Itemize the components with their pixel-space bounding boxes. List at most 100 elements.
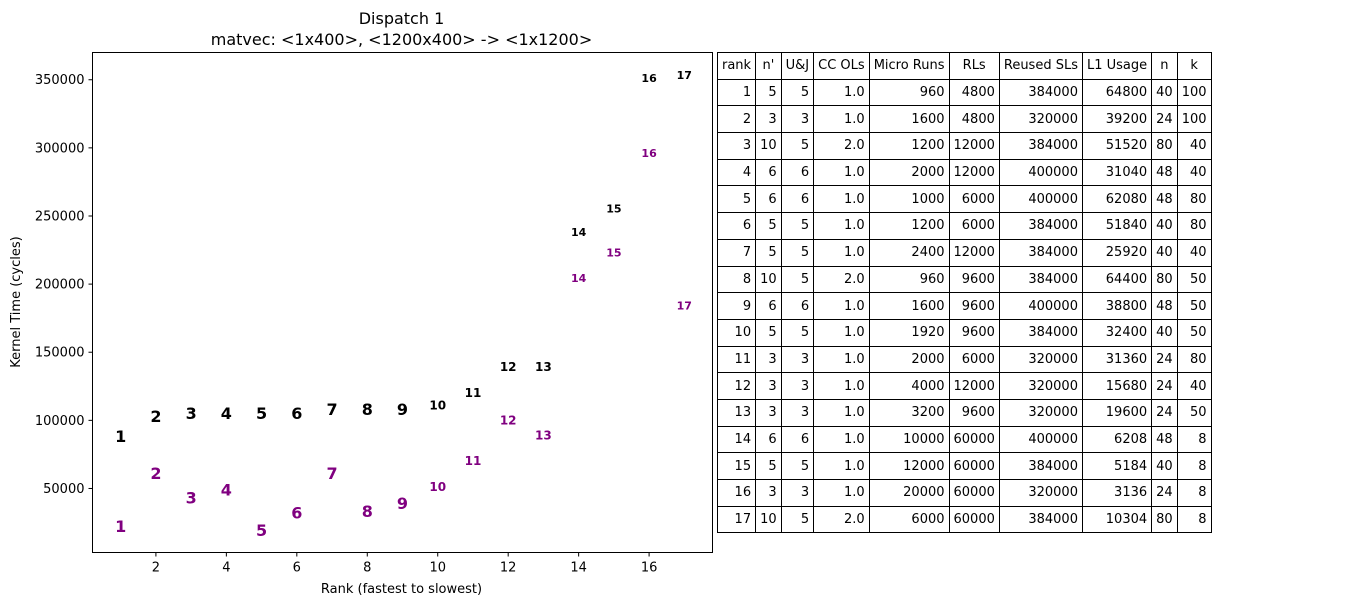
table-cell: 5 [755, 78, 782, 107]
table-cell: 60000 [948, 425, 1000, 454]
table-cell: 1.0 [813, 185, 870, 214]
table-cell: 60000 [948, 452, 1000, 480]
table-cell: 6 [780, 185, 815, 214]
table-cell: 5 [755, 212, 782, 240]
data-point-label: 6 [291, 503, 302, 522]
table-cell: 5 [780, 265, 815, 294]
table-cell: 48 [1151, 292, 1178, 320]
table-cell: 1.0 [813, 398, 870, 427]
table-cell: 14 [716, 425, 757, 454]
table-cell: 6000 [948, 185, 1000, 214]
table-cell: 80 [1176, 345, 1212, 374]
data-point-label: 16 [641, 147, 657, 160]
table-cell: 3 [755, 479, 782, 507]
data-point-label: 16 [641, 72, 657, 85]
table-cell: 80 [1176, 185, 1212, 214]
table-cell: 1.0 [813, 452, 870, 480]
data-point-label: 9 [397, 494, 408, 513]
table-cell: 5184 [1081, 452, 1153, 480]
table-cell: 5 [780, 78, 815, 107]
table-cell: 80 [1176, 212, 1212, 240]
table-cell: 3 [780, 105, 815, 134]
chart-subtitle: matvec: <1x400>, <1200x400> -> <1x1200> [211, 30, 593, 49]
table-cell: 5 [780, 318, 815, 347]
data-point-label: 11 [465, 454, 482, 468]
table-cell: 3200 [868, 398, 950, 427]
table-cell: 5 [755, 318, 782, 347]
table-cell: 3 [716, 132, 757, 160]
data-point-label: 1 [115, 517, 126, 536]
table-cell: 384000 [998, 505, 1083, 534]
table-cell: 100 [1176, 78, 1212, 107]
data-point-label: 13 [535, 360, 552, 374]
table-cell: 8 [1176, 505, 1212, 534]
table-cell: 6208 [1081, 425, 1153, 454]
table-cell: 40 [1176, 238, 1212, 267]
x-tick-label: 14 [570, 561, 587, 576]
y-tick-label: 250000 [35, 209, 85, 224]
table-cell: 39200 [1081, 105, 1153, 134]
table-cell: 6 [780, 292, 815, 320]
data-point-label: 8 [362, 400, 373, 419]
table-cell: 1.0 [813, 158, 870, 187]
y-axis-label: Kernel Time (cycles) [9, 236, 24, 367]
y-axis: 50000 100000 150000 200000 250000 300000 35000… [35, 73, 93, 497]
table-cell: 80 [1151, 505, 1178, 534]
table-header-cell: L1 Usage [1081, 52, 1153, 80]
table-cell: 24 [1151, 105, 1178, 134]
table-cell: 384000 [998, 452, 1083, 480]
chart-title: Dispatch 1 [359, 9, 445, 28]
table-cell: 50 [1176, 292, 1212, 320]
table-cell: 40 [1151, 212, 1178, 240]
table-header-cell: Reused SLs [998, 52, 1083, 80]
table-cell: 40 [1176, 132, 1212, 160]
table-cell: 320000 [998, 105, 1083, 134]
table-cell: 2000 [868, 345, 950, 374]
table-row: 14 6 6 1.0 10000 60000 400000 6208 48 8 [716, 425, 1212, 454]
table-cell: 2400 [868, 238, 950, 267]
table-cell: 4000 [868, 372, 950, 400]
table-cell: 6000 [868, 505, 950, 534]
table-cell: 1.0 [813, 318, 870, 347]
data-point-label: 12 [500, 360, 517, 374]
table-row: 11 3 3 1.0 2000 6000 320000 31360 24 80 [716, 345, 1212, 374]
table-cell: 5 [755, 452, 782, 480]
table-cell: 320000 [998, 372, 1083, 400]
table-cell: 12000 [868, 452, 950, 480]
table-cell: 384000 [998, 318, 1083, 347]
table-cell: 1600 [868, 292, 950, 320]
table-cell: 51840 [1081, 212, 1153, 240]
table-row: 7 5 5 1.0 2400 12000 384000 25920 40 40 [716, 238, 1212, 267]
table-cell: 5 [716, 185, 757, 214]
table-cell: 5 [780, 238, 815, 267]
table-cell: 3 [755, 398, 782, 427]
table-cell: 24 [1151, 398, 1178, 427]
table-row: 1 5 5 1.0 960 4800 384000 64800 40 100 [716, 78, 1212, 107]
table-row: 6 5 5 1.0 1200 6000 384000 51840 40 80 [716, 212, 1212, 240]
data-point-label: 3 [186, 489, 197, 508]
table-cell: 384000 [998, 265, 1083, 294]
data-point-label: 17 [677, 299, 692, 312]
table-cell: 19600 [1081, 398, 1153, 427]
data-point-label: 13 [535, 428, 552, 442]
table-body: 1 5 5 1.0 960 4800 384000 64800 40 100 2 3 3 1.0 1600 4… [716, 78, 1212, 534]
table-cell: 11 [716, 345, 757, 374]
table-row: 2 3 3 1.0 1600 4800 320000 39200 24 100 [716, 105, 1212, 134]
table-cell: 3 [780, 345, 815, 374]
table-cell: 7 [716, 238, 757, 267]
data-point-label: 5 [256, 521, 267, 540]
table-cell: 1000 [868, 185, 950, 214]
table-cell: 384000 [998, 132, 1083, 160]
table-cell: 100 [1176, 105, 1212, 134]
table-cell: 3 [780, 372, 815, 400]
table-cell: 6 [780, 158, 815, 187]
table-cell: 60000 [948, 479, 1000, 507]
table-cell: 80 [1151, 132, 1178, 160]
table-cell: 9 [716, 292, 757, 320]
table-cell: 1.0 [813, 78, 870, 107]
data-point-label: 10 [429, 480, 446, 494]
table-row: 16 3 3 1.0 20000 60000 320000 3136 24 8 [716, 479, 1212, 507]
table-cell: 5 [780, 212, 815, 240]
table-cell: 40 [1151, 238, 1178, 267]
